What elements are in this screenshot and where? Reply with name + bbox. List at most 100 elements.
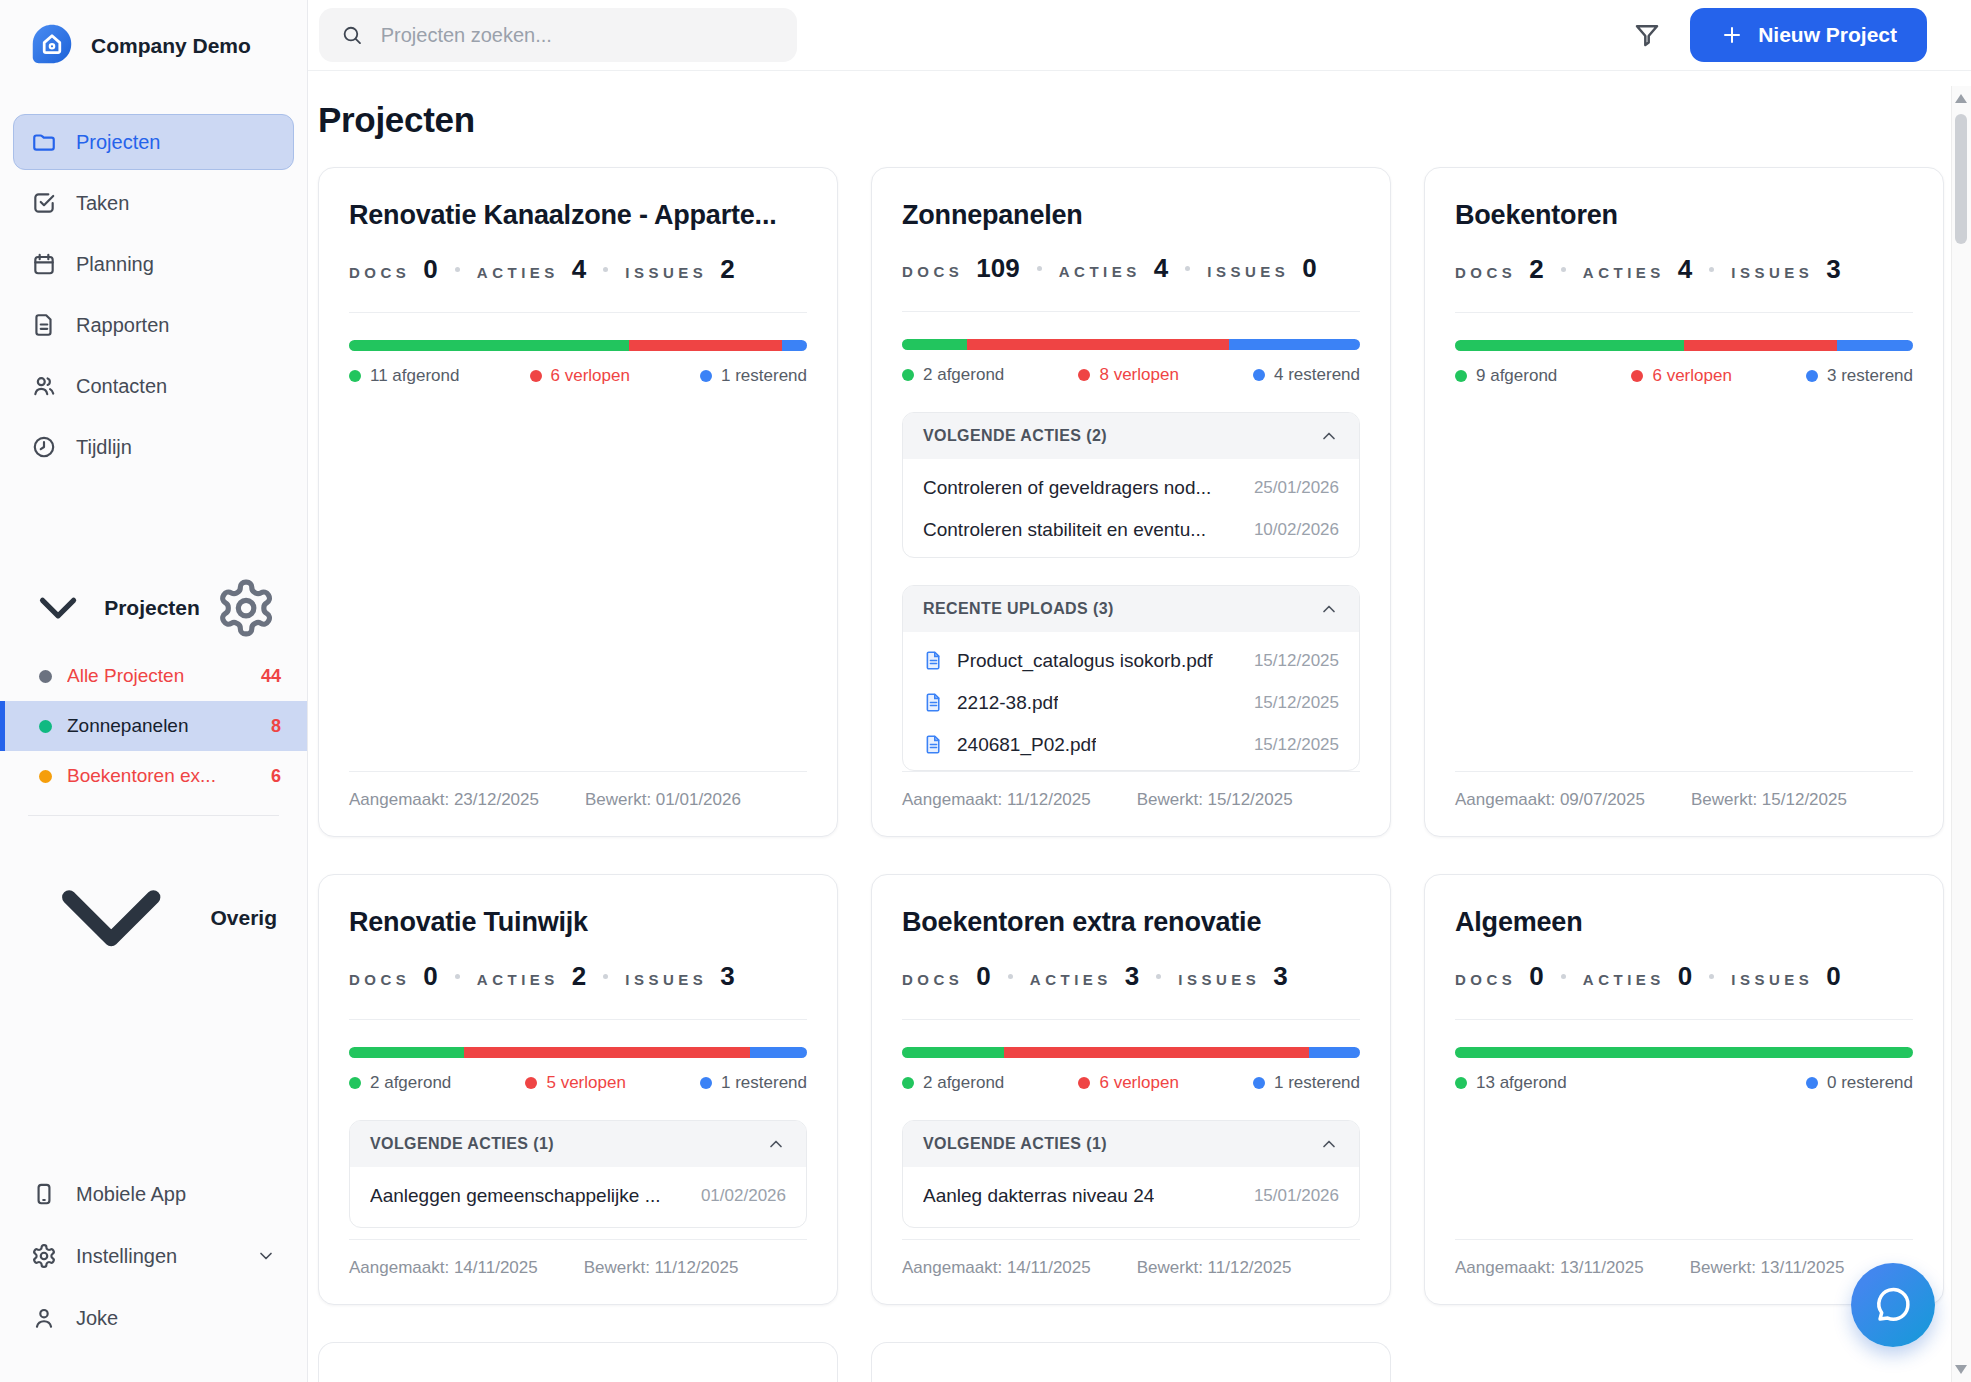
brand[interactable]: Company Demo xyxy=(0,0,307,88)
stat-acties-value: 3 xyxy=(1125,961,1139,992)
panel-body: Aanleg dakterras niveau 2415/01/2026 xyxy=(903,1167,1359,1227)
project-card[interactable] xyxy=(871,1342,1391,1382)
panel-title: VOLGENDE ACTIES (2) xyxy=(923,427,1107,445)
scrollbar-thumb[interactable] xyxy=(1955,114,1967,244)
sidebar-item-joke[interactable]: Joke xyxy=(13,1290,294,1346)
panel-header[interactable]: RECENTE UPLOADS (3) xyxy=(903,586,1359,632)
progress-segment-remaining xyxy=(1837,340,1913,351)
sidebar-item-taken[interactable]: Taken xyxy=(13,175,294,231)
search-input[interactable] xyxy=(379,23,775,48)
search-box[interactable] xyxy=(319,8,797,62)
new-project-button[interactable]: Nieuw Project xyxy=(1690,8,1927,62)
stat-issues-label: ISSUES xyxy=(1207,263,1289,280)
legend-label: 1 resterend xyxy=(1274,1073,1360,1093)
plus-icon xyxy=(1720,23,1744,47)
legend-item-remaining: 0 resterend xyxy=(1806,1073,1913,1093)
sidebar-item-instellingen[interactable]: Instellingen xyxy=(13,1228,294,1284)
sidebar-item-rapporten[interactable]: Rapporten xyxy=(13,297,294,353)
stat-acties: ACTIES0 xyxy=(1583,961,1692,992)
progress-bar xyxy=(902,339,1360,350)
scroll-down-arrow[interactable] xyxy=(1955,1365,1967,1374)
upload-row[interactable]: Product_catalogus isokorb.pdf 15/12/2025 xyxy=(903,640,1359,682)
row-date: 25/01/2026 xyxy=(1254,478,1339,498)
card-edited: Bewerkt: 13/11/2025 xyxy=(1690,1258,1845,1278)
chevron-up-icon[interactable] xyxy=(1319,599,1339,619)
action-row[interactable]: Controleren stabiliteit en eventu...10/0… xyxy=(903,509,1359,551)
stat-docs-label: DOCS xyxy=(349,264,410,281)
row-date: 15/12/2025 xyxy=(1254,651,1339,671)
app-window: Company Demo Projecten Taken PlanningRappo… xyxy=(0,0,1971,1382)
chevron-up-icon[interactable] xyxy=(766,1134,786,1154)
file-icon xyxy=(923,734,944,755)
chevron-down-icon[interactable] xyxy=(27,834,195,1002)
stat-acties: ACTIES4 xyxy=(1583,254,1692,285)
progress-segment-done xyxy=(349,1047,464,1058)
sidebar-item-tijdlijn[interactable]: Tijdlijn xyxy=(13,419,294,475)
progress-segment-overdue xyxy=(1684,340,1837,351)
legend-item-done: 9 afgerond xyxy=(1455,366,1557,386)
stat-docs-value: 0 xyxy=(423,961,437,992)
legend-label: 6 verlopen xyxy=(1652,366,1731,386)
project-list: Alle Projecten44Zonnepanelen8Boekentoren… xyxy=(0,651,307,801)
panel-header[interactable]: VOLGENDE ACTIES (1) xyxy=(350,1121,806,1167)
scroll-up-arrow[interactable] xyxy=(1955,94,1967,103)
project-list-item[interactable]: Zonnepanelen8 xyxy=(0,701,307,751)
legend-dot-icon xyxy=(349,370,361,382)
calendar-icon xyxy=(31,251,57,277)
scrollbar[interactable] xyxy=(1951,86,1971,1382)
project-card[interactable] xyxy=(318,1342,838,1382)
sidebar-nav: Projecten Taken PlanningRapporten Contacten… xyxy=(0,114,307,475)
project-item-label: Zonnepanelen xyxy=(67,715,256,737)
legend-item-remaining: 1 resterend xyxy=(700,1073,807,1093)
dot-separator xyxy=(455,974,460,979)
file-name: Product_catalogus isokorb.pdf xyxy=(957,650,1213,672)
chat-button[interactable] xyxy=(1851,1263,1935,1347)
legend-item-done: 2 afgerond xyxy=(902,1073,1004,1093)
legend-label: 1 resterend xyxy=(721,366,807,386)
file-name: 2212-38.pdf xyxy=(957,692,1058,714)
action-row[interactable]: Controleren of geveldragers nod...25/01/… xyxy=(903,467,1359,509)
row-date: 15/01/2026 xyxy=(1254,1186,1339,1206)
upload-file: Product_catalogus isokorb.pdf xyxy=(923,650,1213,672)
project-item-label: Alle Projecten xyxy=(67,665,246,687)
legend-item-done: 11 afgerond xyxy=(349,366,459,386)
divider xyxy=(902,771,1360,772)
project-list-item[interactable]: Alle Projecten44 xyxy=(0,651,307,701)
sidebar-item-label: Contacten xyxy=(76,375,167,398)
stat-docs: DOCS2 xyxy=(1455,254,1544,285)
chevron-up-icon[interactable] xyxy=(1319,426,1339,446)
project-card[interactable]: BoekentorenDOCS2ACTIES4ISSUES39 afgerond… xyxy=(1424,167,1944,837)
action-row[interactable]: Aanleg dakterras niveau 2415/01/2026 xyxy=(903,1175,1359,1217)
project-card[interactable]: AlgemeenDOCS0ACTIES0ISSUES013 afgerond0 … xyxy=(1424,874,1944,1305)
chevron-down-icon[interactable] xyxy=(256,1246,276,1266)
project-item-label: Boekentoren ex... xyxy=(67,765,256,787)
sidebar-item-contacten[interactable]: Contacten xyxy=(13,358,294,414)
card-footer: Aangemaakt: 09/07/2025Bewerkt: 15/12/202… xyxy=(1455,771,1913,812)
sidebar-item-projecten[interactable]: Projecten xyxy=(13,114,294,170)
sidebar-item-label: Taken xyxy=(76,192,129,215)
project-card[interactable]: Boekentoren extra renovatieDOCS0ACTIES3I… xyxy=(871,874,1391,1305)
project-card[interactable]: Renovatie TuinwijkDOCS0ACTIES2ISSUES32 a… xyxy=(318,874,838,1305)
panel-body: Controleren of geveldragers nod...25/01/… xyxy=(903,459,1359,558)
filter-icon[interactable] xyxy=(1632,20,1662,50)
chevron-up-icon[interactable] xyxy=(1319,1134,1339,1154)
upload-row[interactable]: 2212-38.pdf15/12/2025 xyxy=(903,682,1359,724)
panel-header[interactable]: VOLGENDE ACTIES (1) xyxy=(903,1121,1359,1167)
stat-issues-label: ISSUES xyxy=(1178,971,1260,988)
action-row[interactable]: Aanleggen gemeenschappelijke ...01/02/20… xyxy=(350,1175,806,1217)
project-list-item[interactable]: Boekentoren ex...6 xyxy=(0,751,307,801)
stat-issues-value: 0 xyxy=(1302,253,1316,284)
chevron-down-icon[interactable] xyxy=(27,577,89,639)
legend-label: 2 afgerond xyxy=(923,1073,1004,1093)
project-card[interactable]: ZonnepanelenDOCS109ACTIES4ISSUES02 afger… xyxy=(871,167,1391,837)
card-stats: DOCS0ACTIES4ISSUES2 xyxy=(349,254,807,285)
project-card[interactable]: Renovatie Kanaalzone - Apparte...DOCS0AC… xyxy=(318,167,838,837)
upload-row[interactable]: 240681_P02.pdf15/12/2025 xyxy=(903,724,1359,766)
legend-label: 3 resterend xyxy=(1827,366,1913,386)
sidebar-item-mobiele-app[interactable]: Mobiele App xyxy=(13,1166,294,1222)
sidebar-item-planning[interactable]: Planning xyxy=(13,236,294,292)
card-created: Aangemaakt: 14/11/2025 xyxy=(349,1258,538,1278)
panel-header[interactable]: VOLGENDE ACTIES (2) xyxy=(903,413,1359,459)
upload-file: 240681_P02.pdf xyxy=(923,734,1096,756)
projects-gear-icon[interactable] xyxy=(215,577,277,639)
